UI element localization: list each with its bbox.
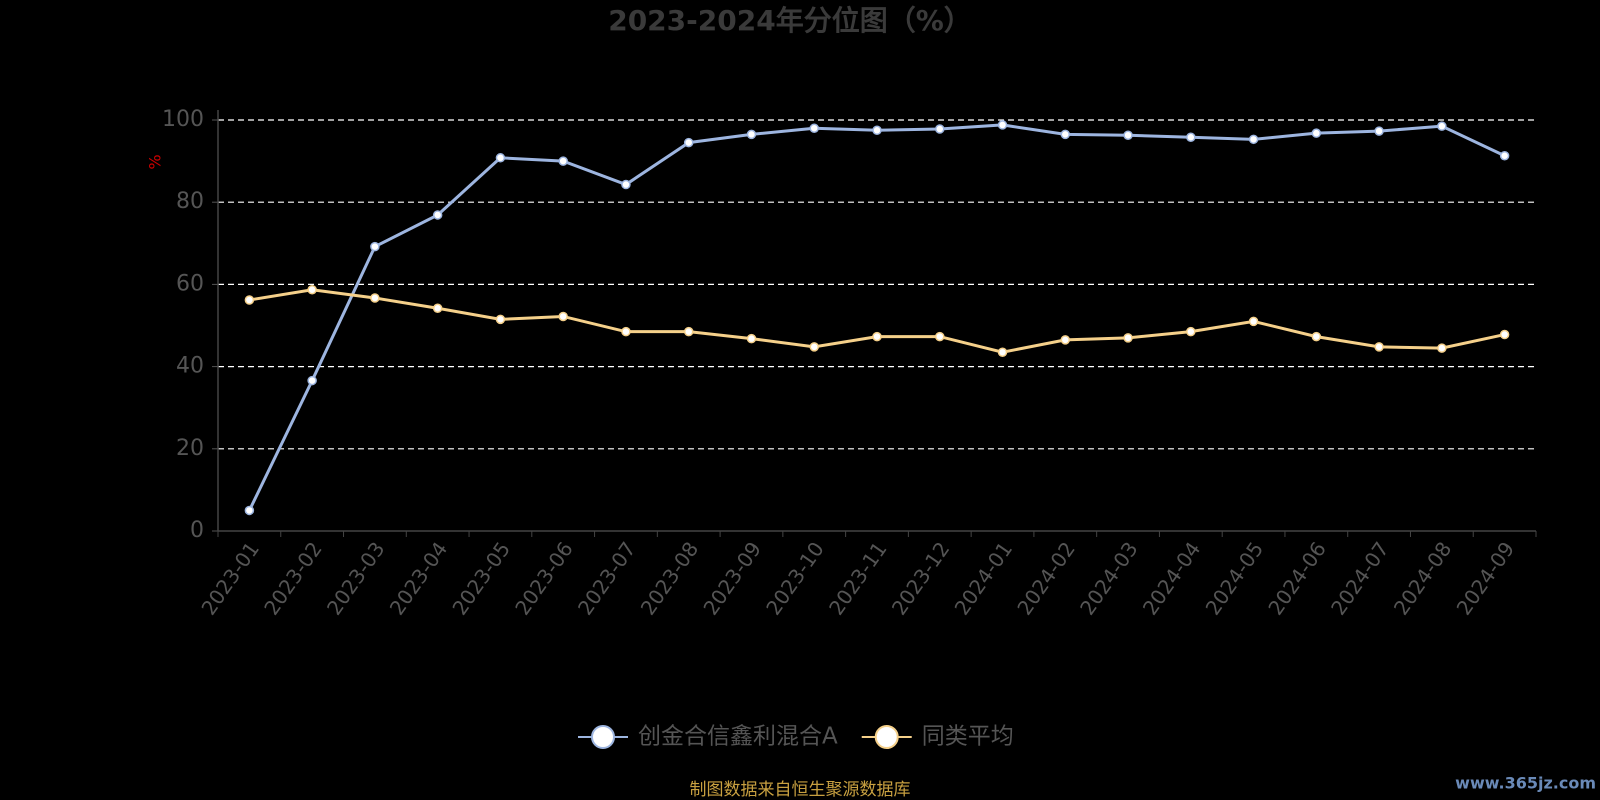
data-point xyxy=(746,333,757,344)
x-tick-label: 2024-04 xyxy=(1138,537,1206,619)
data-point xyxy=(370,293,380,303)
legend-marker xyxy=(874,725,899,749)
series-line xyxy=(248,123,1506,512)
y-tick-label: 20 xyxy=(176,436,204,461)
data-point xyxy=(809,123,819,133)
data-point xyxy=(370,241,380,252)
data-point xyxy=(1060,129,1071,140)
data-point xyxy=(244,505,255,516)
x-tick-label: 2023-08 xyxy=(636,537,704,619)
legend-marker xyxy=(591,725,615,749)
y-tick-label: 100 xyxy=(162,107,204,132)
y-axis-label: % xyxy=(146,154,165,169)
data-point xyxy=(683,137,694,148)
data-point xyxy=(746,129,757,140)
x-tick-label: 2023-11 xyxy=(824,537,892,619)
data-point xyxy=(1186,132,1196,143)
x-tick-label: 2023-09 xyxy=(698,537,766,619)
data-point xyxy=(1499,329,1510,340)
y-tick-label: 40 xyxy=(176,354,204,379)
x-tick-label: 2023-04 xyxy=(385,537,453,619)
data-point xyxy=(432,210,443,220)
data-point xyxy=(872,125,882,136)
x-tick-label: 2024-07 xyxy=(1326,537,1394,619)
x-tick-label: 2023-05 xyxy=(447,537,515,619)
x-tick-label: 2024-09 xyxy=(1452,537,1520,619)
data-point xyxy=(997,347,1008,357)
data-point xyxy=(1437,121,1447,131)
data-point xyxy=(621,326,631,337)
x-tick-label: 2023-01 xyxy=(196,537,264,619)
data-point xyxy=(495,153,506,163)
data-point xyxy=(1499,151,1510,161)
data-point xyxy=(1311,331,1322,342)
legend-label: 创金合信鑫利混合A xyxy=(638,724,838,750)
x-tick-label: 2024-01 xyxy=(950,537,1018,619)
data-point xyxy=(307,284,317,295)
chart-title: 2023-2024年分位图（%） xyxy=(608,4,972,37)
data-point xyxy=(1123,130,1133,140)
data-point xyxy=(872,331,882,342)
source-note: 制图数据来自恒生聚源数据库 xyxy=(690,780,911,800)
data-point xyxy=(1374,342,1384,352)
data-point xyxy=(935,124,945,134)
data-point xyxy=(1374,126,1384,136)
data-point xyxy=(1123,333,1133,343)
data-point xyxy=(307,375,317,386)
data-point xyxy=(1437,343,1447,353)
x-tick-label: 2024-06 xyxy=(1263,537,1331,619)
x-tick-label: 2024-08 xyxy=(1389,537,1457,619)
x-tick-label: 2023-07 xyxy=(573,537,641,619)
data-point xyxy=(1248,134,1259,145)
data-point xyxy=(809,342,819,352)
data-point xyxy=(495,314,506,325)
data-point xyxy=(558,156,568,166)
x-tick-label: 2023-03 xyxy=(322,537,390,619)
x-tick-label: 2023-10 xyxy=(761,537,829,619)
data-point xyxy=(997,120,1008,130)
data-point xyxy=(621,179,631,190)
x-tick-label: 2024-03 xyxy=(1075,537,1143,619)
data-point xyxy=(1311,128,1322,138)
data-point xyxy=(935,331,945,342)
data-point xyxy=(1186,326,1196,337)
data-point xyxy=(683,326,694,337)
y-tick-label: 80 xyxy=(176,189,204,214)
watermark: www.365jz.com xyxy=(1455,774,1596,793)
data-point xyxy=(558,311,568,322)
data-point xyxy=(1060,335,1071,345)
data-point xyxy=(244,295,255,305)
x-tick-label: 2024-05 xyxy=(1201,537,1269,619)
x-tick-label: 2023-06 xyxy=(510,537,578,619)
x-tick-label: 2023-12 xyxy=(887,537,955,619)
data-point xyxy=(1248,316,1259,327)
series-line xyxy=(249,288,1505,354)
x-tick-label: 2023-02 xyxy=(259,537,327,619)
x-tick-label: 2024-02 xyxy=(1012,537,1080,619)
data-point xyxy=(432,303,443,313)
legend-label: 同类平均 xyxy=(922,724,1014,750)
y-tick-label: 0 xyxy=(190,518,204,543)
y-tick-label: 60 xyxy=(176,271,204,296)
